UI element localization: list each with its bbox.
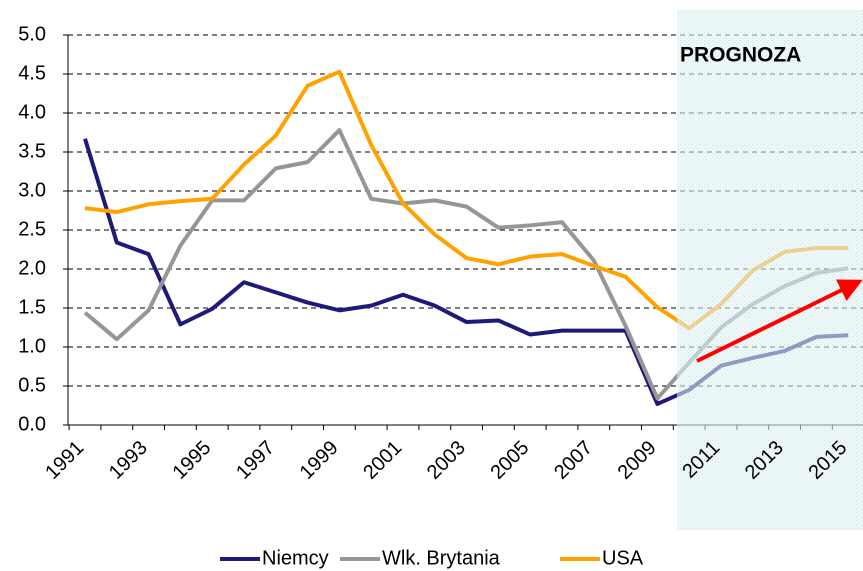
y-tick-label: 3.0: [18, 179, 46, 201]
x-tick-label: 1999: [296, 437, 343, 484]
x-tick-label: 2001: [359, 437, 406, 484]
x-tick-label: 2007: [550, 437, 597, 484]
y-tick-label: 0.0: [18, 413, 46, 435]
y-tick-label: 5.0: [18, 23, 46, 45]
x-tick-label: 2009: [614, 437, 661, 484]
y-tick-label: 1.0: [18, 335, 46, 357]
x-tick-label: 1991: [41, 437, 88, 484]
grid: [63, 34, 863, 430]
x-tick-label: 1995: [168, 437, 215, 484]
x-tick-label: 1993: [105, 437, 152, 484]
y-tick-label: 2.0: [18, 257, 46, 279]
y-tick-label: 1.5: [18, 296, 46, 318]
y-tick-label: 2.5: [18, 218, 46, 240]
legend-label: USA: [602, 547, 644, 569]
x-tick-label: 2003: [423, 437, 470, 484]
x-tick-label: 2005: [486, 437, 533, 484]
y-tick-label: 3.5: [18, 140, 46, 162]
legend: Niemcy Wlk. Brytania USA: [220, 547, 644, 569]
forecast-shading: [677, 10, 863, 530]
trend-arrow: [696, 279, 863, 363]
y-tick-label: 4.0: [18, 101, 46, 123]
y-tick-label: 4.5: [18, 62, 46, 84]
forecast-label: PROGNOZA: [680, 44, 801, 67]
legend-label: Niemcy: [262, 547, 329, 569]
y-tick-label: 0.5: [18, 374, 46, 396]
legend-label: Wlk. Brytania: [382, 547, 501, 569]
x-tick-label: 1997: [232, 437, 279, 484]
